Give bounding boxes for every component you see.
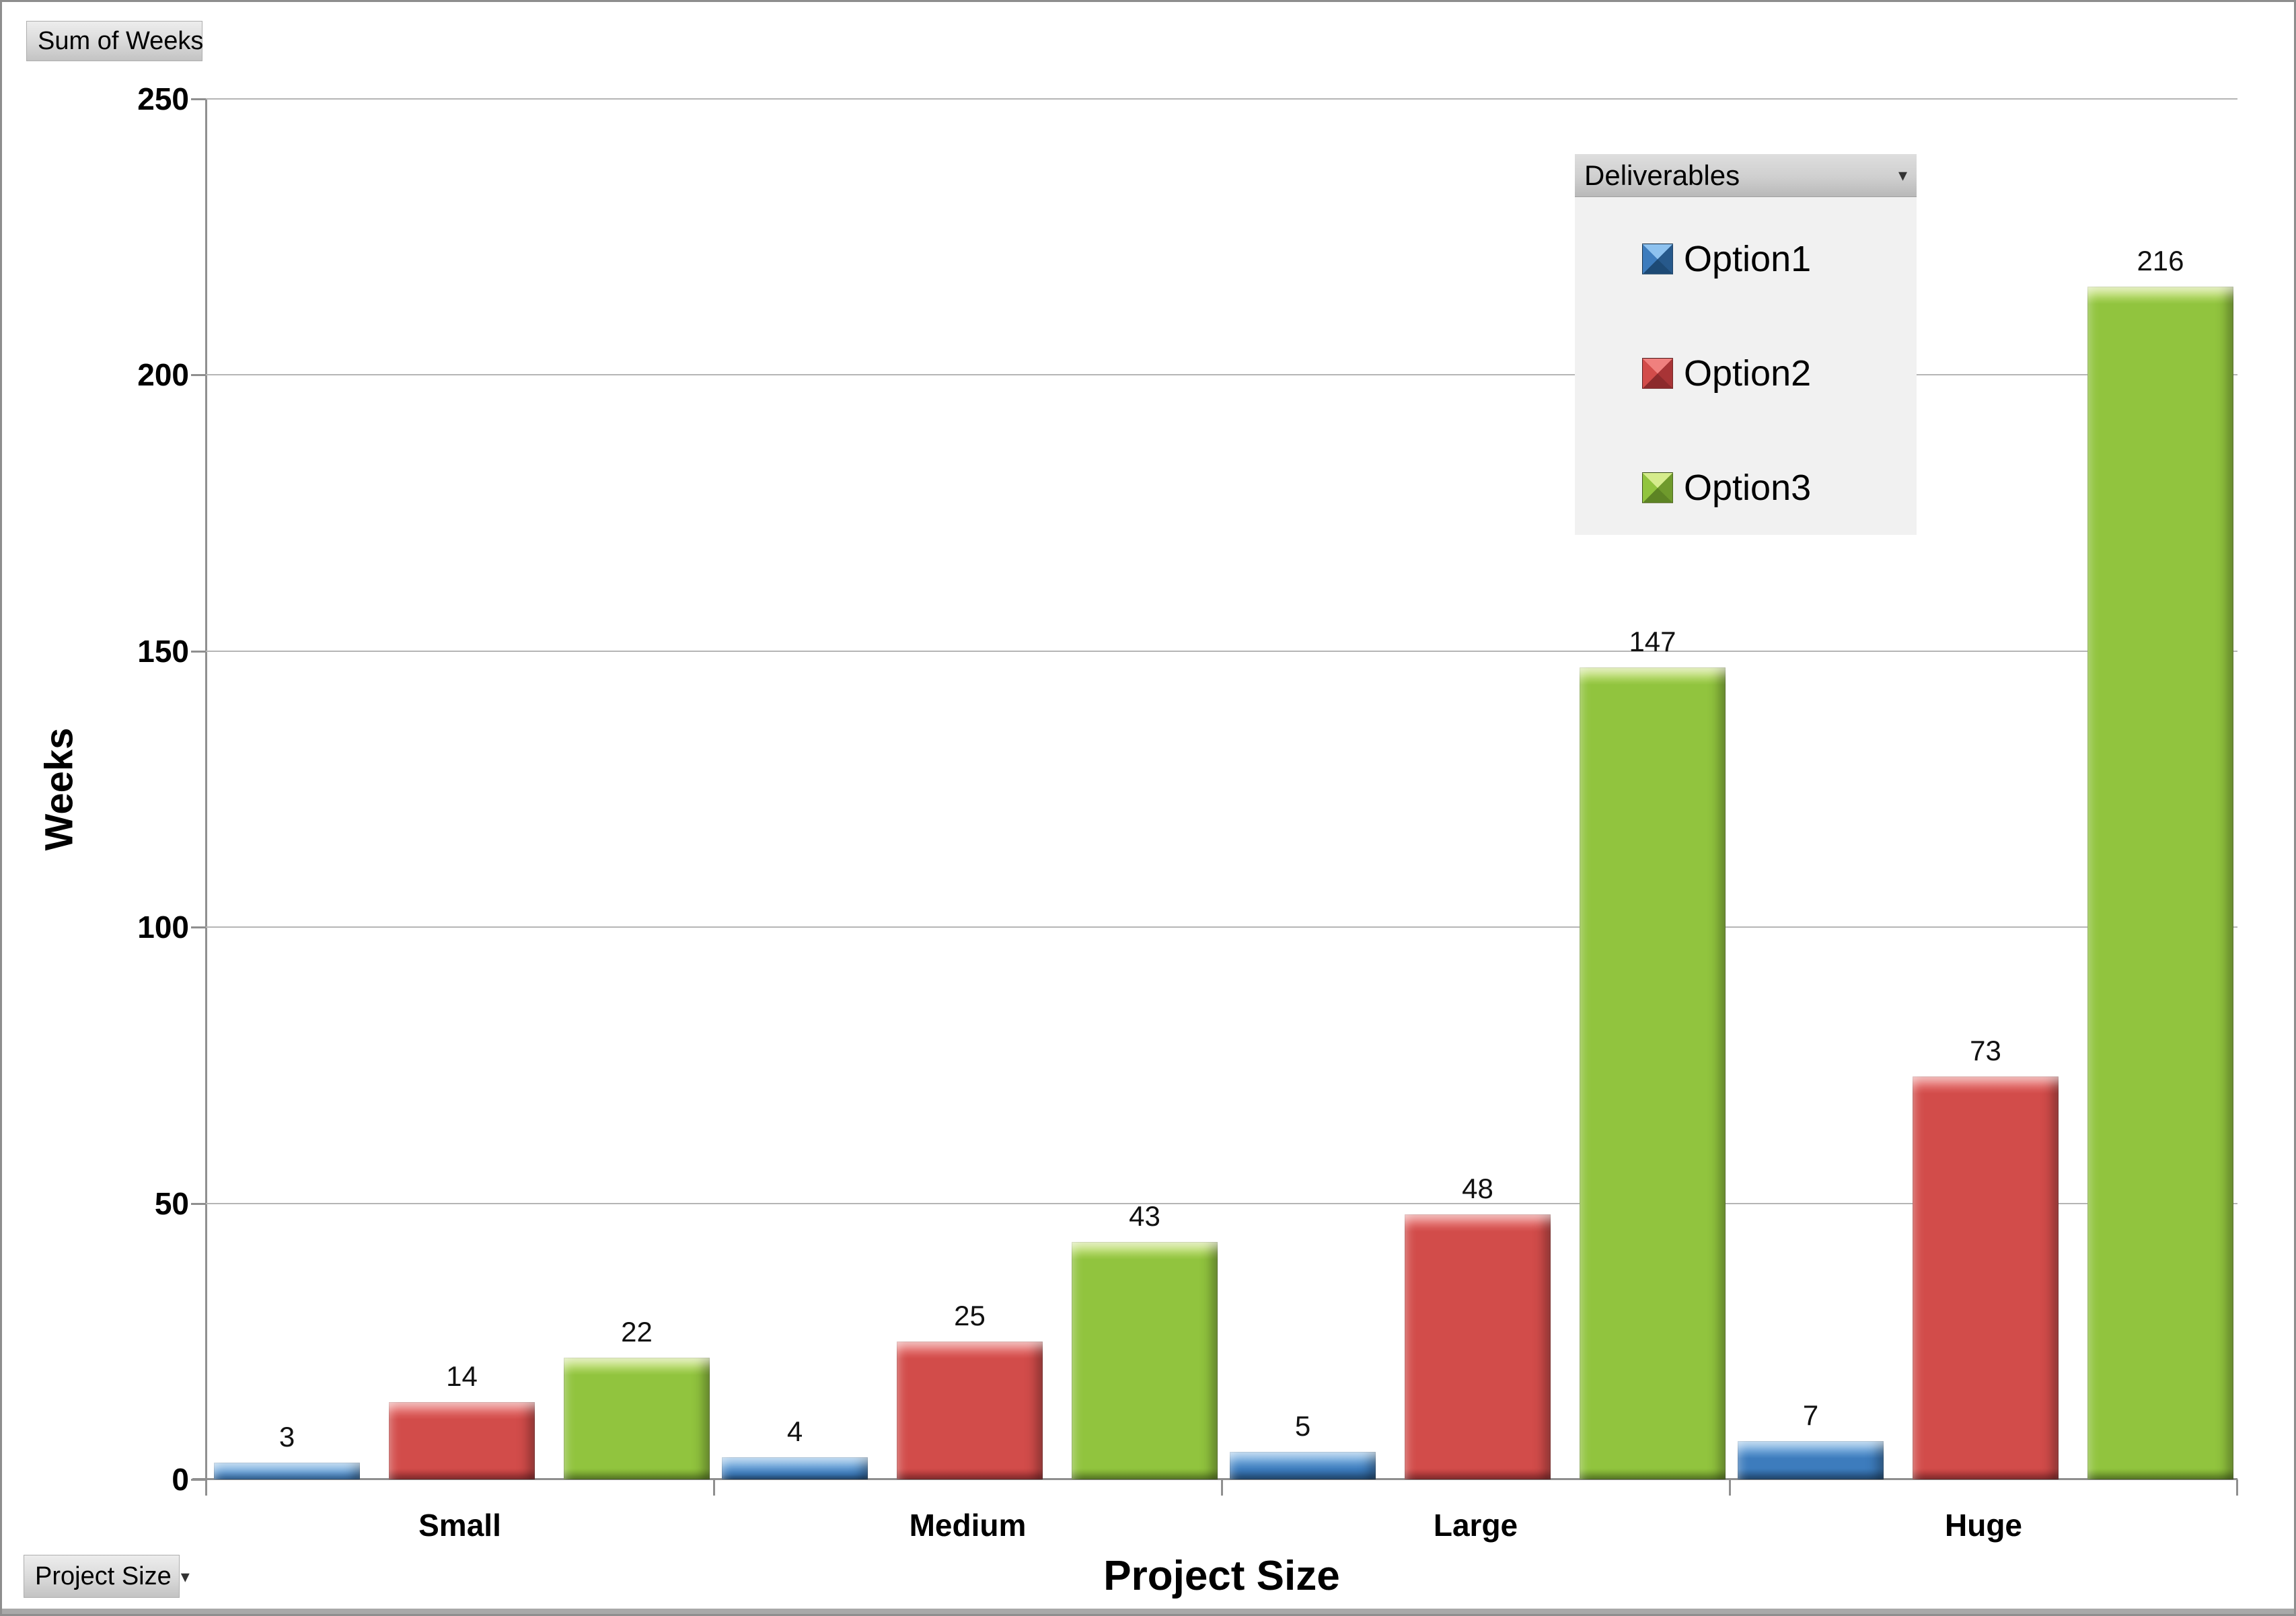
value-field-label: Sum of Weeks xyxy=(38,26,204,55)
data-label-option3-medium: 43 xyxy=(1129,1200,1160,1232)
x-axis-title: Project Size xyxy=(1103,1553,1340,1599)
y-axis-line xyxy=(205,99,207,1489)
bar-option1-large[interactable] xyxy=(1230,1452,1376,1479)
y-axis-tick xyxy=(191,98,206,100)
category-label-small: Small xyxy=(418,1508,501,1543)
data-label-option1-large: 5 xyxy=(1294,1410,1311,1442)
legend-field-label: Deliverables xyxy=(1584,159,1740,191)
y-axis-tick xyxy=(191,374,206,377)
category-field-button[interactable]: Project Size ▾ xyxy=(24,1555,190,1598)
dropdown-arrow-icon[interactable]: ▾ xyxy=(180,1566,190,1586)
category-label-medium: Medium xyxy=(909,1508,1027,1543)
y-tick-label-150: 150 xyxy=(137,633,189,669)
y-tick-label-250: 250 xyxy=(137,81,189,116)
dropdown-arrow-icon[interactable]: ▾ xyxy=(1898,165,1907,185)
chart-bottom-border xyxy=(2,1609,2294,1614)
bar-option3-medium[interactable] xyxy=(1072,1242,1218,1479)
gridline-200 xyxy=(206,374,2237,376)
bar-option1-small[interactable] xyxy=(214,1463,360,1479)
legend-item-option1: Option1 xyxy=(1642,229,1910,289)
legend-item-option3: Option3 xyxy=(1642,458,1910,517)
x-axis-tick xyxy=(2236,1479,2238,1496)
y-tick-label-50: 50 xyxy=(154,1185,189,1221)
legend-item-option2: Option2 xyxy=(1642,344,1910,403)
data-label-option1-huge: 7 xyxy=(1802,1399,1819,1431)
data-label-option3-small: 22 xyxy=(621,1316,653,1348)
legend: Deliverables ▾ Option1 Option2 Option3 xyxy=(1575,154,1917,535)
data-label-option2-medium: 25 xyxy=(954,1300,986,1331)
category-field-label: Project Size xyxy=(35,1562,172,1590)
legend-label-option1: Option1 xyxy=(1684,239,1812,279)
bar-option1-medium[interactable] xyxy=(722,1457,868,1479)
y-axis-title: Weeks xyxy=(37,727,81,851)
x-axis-tick xyxy=(1729,1479,1731,1496)
plot-area: 3 4 5 7 14 25 48 73 22 43 147 216 xyxy=(191,98,2238,1496)
y-axis-tick xyxy=(191,1479,206,1481)
data-label-option1-small: 3 xyxy=(279,1421,295,1453)
gridline-250 xyxy=(206,98,2237,100)
category-label-large: Large xyxy=(1433,1508,1518,1543)
bar-option2-small[interactable] xyxy=(389,1402,535,1479)
y-tick-label-200: 200 xyxy=(137,357,189,393)
legend-label-option3: Option3 xyxy=(1684,468,1812,508)
bar-option2-huge[interactable] xyxy=(1913,1076,2059,1479)
y-tick-label-0: 0 xyxy=(172,1462,189,1497)
gridline-50 xyxy=(206,1202,2237,1204)
y-axis-tick xyxy=(191,1202,206,1205)
data-label-option3-huge: 216 xyxy=(2137,245,2184,277)
bar-option3-huge[interactable] xyxy=(2087,287,2233,1479)
y-axis-tick xyxy=(191,650,206,653)
legend-swatch-option3-icon xyxy=(1642,472,1673,503)
bar-option3-large[interactable] xyxy=(1580,667,1726,1479)
legend-field-button[interactable]: Deliverables ▾ xyxy=(1575,154,1917,197)
y-axis-tick xyxy=(191,926,206,929)
gridline-100 xyxy=(206,926,2237,928)
bar-option1-huge[interactable] xyxy=(1738,1441,1884,1479)
category-label-huge: Huge xyxy=(1945,1508,2022,1543)
bar-option3-small[interactable] xyxy=(564,1358,710,1479)
bar-option2-medium[interactable] xyxy=(897,1342,1043,1479)
legend-label-option2: Option2 xyxy=(1684,353,1812,394)
data-label-option3-large: 147 xyxy=(1629,626,1676,657)
data-label-option2-huge: 73 xyxy=(1970,1035,2001,1066)
data-label-option2-large: 48 xyxy=(1462,1173,1493,1204)
x-axis-tick xyxy=(1221,1479,1223,1496)
data-label-option1-medium: 4 xyxy=(786,1416,803,1447)
value-field-button[interactable]: Sum of Weeks xyxy=(26,21,204,61)
gridline-150 xyxy=(206,650,2237,652)
legend-swatch-option1-icon xyxy=(1642,244,1673,274)
legend-swatch-option2-icon xyxy=(1642,358,1673,389)
y-tick-label-100: 100 xyxy=(137,910,189,945)
bar-option2-large[interactable] xyxy=(1405,1214,1551,1479)
x-axis-tick xyxy=(713,1479,715,1496)
x-axis-tick xyxy=(205,1479,207,1496)
data-label-option2-small: 14 xyxy=(446,1360,478,1392)
